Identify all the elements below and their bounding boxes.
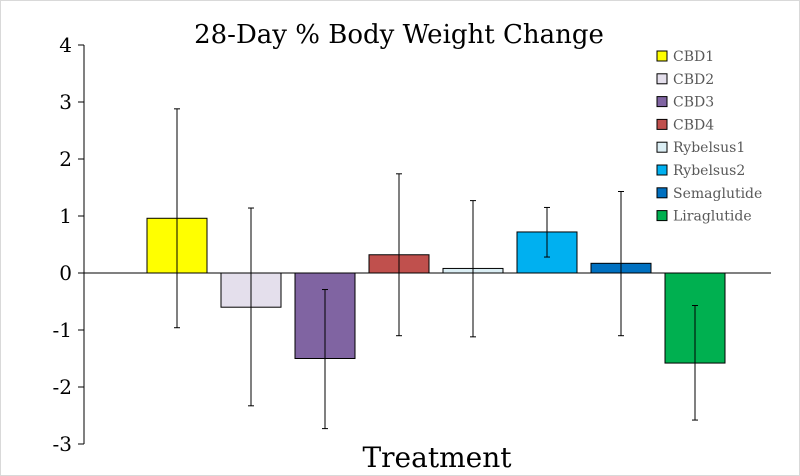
error-bar-cbd3: [322, 289, 328, 430]
legend-item-rybelsus1: Rybelsus1: [656, 140, 745, 156]
legend-label: Rybelsus1: [673, 140, 745, 156]
y-tick-label: 2: [59, 147, 72, 171]
error-bar-rybelsus1: [470, 200, 476, 338]
legend-item-cbd2: CBD2: [656, 72, 714, 88]
chart-title: 28-Day % Body Weight Change: [194, 20, 604, 50]
error-bar-cbd1: [174, 108, 180, 329]
legend-swatch: [656, 141, 668, 153]
y-tick-label: 1: [59, 204, 72, 228]
error-bars: [174, 108, 698, 430]
legend: CBD1 CBD2 CBD3 CBD4 Rybelsus1 Rybelsus2 Semagl…: [656, 49, 762, 225]
legend-swatch: [656, 50, 668, 62]
legend-swatch: [656, 164, 668, 176]
legend-label: CBD1: [673, 49, 714, 65]
legend-item-cbd3: CBD3: [656, 95, 714, 111]
legend-item-cbd4: CBD4: [656, 117, 714, 133]
error-bar-cbd2: [248, 207, 254, 407]
legend-swatch: [656, 96, 668, 108]
legend-label: Liraglutide: [673, 209, 752, 225]
legend-swatch: [656, 118, 668, 130]
legend-label: Semaglutide: [673, 186, 762, 202]
legend-item-semaglutide: Semaglutide: [656, 186, 762, 202]
y-tick-label: -3: [53, 432, 72, 456]
error-bar-liraglutide: [692, 304, 698, 421]
legend-swatch: [656, 187, 668, 199]
legend-swatch: [656, 210, 668, 222]
y-tick-label: -1: [53, 318, 72, 342]
legend-swatch: [656, 73, 668, 85]
bars: [146, 217, 726, 364]
x-axis-label: Treatment: [363, 441, 513, 474]
legend-label: Rybelsus2: [673, 163, 745, 179]
error-bar-rybelsus2: [544, 206, 550, 258]
y-tick-label: 3: [59, 90, 72, 114]
legend-item-rybelsus2: Rybelsus2: [656, 163, 745, 179]
legend-label: CBD4: [673, 117, 714, 133]
error-bar-cbd4: [396, 173, 402, 337]
y-tick-label: 0: [59, 261, 72, 285]
legend-item-liraglutide: Liraglutide: [656, 209, 752, 225]
y-tick-label: 4: [59, 33, 72, 57]
y-tick-label: -2: [53, 375, 72, 399]
legend-label: CBD2: [673, 72, 714, 88]
legend-label: CBD3: [673, 95, 714, 111]
error-bar-semaglutide: [618, 190, 624, 337]
legend-item-cbd1: CBD1: [656, 49, 714, 65]
